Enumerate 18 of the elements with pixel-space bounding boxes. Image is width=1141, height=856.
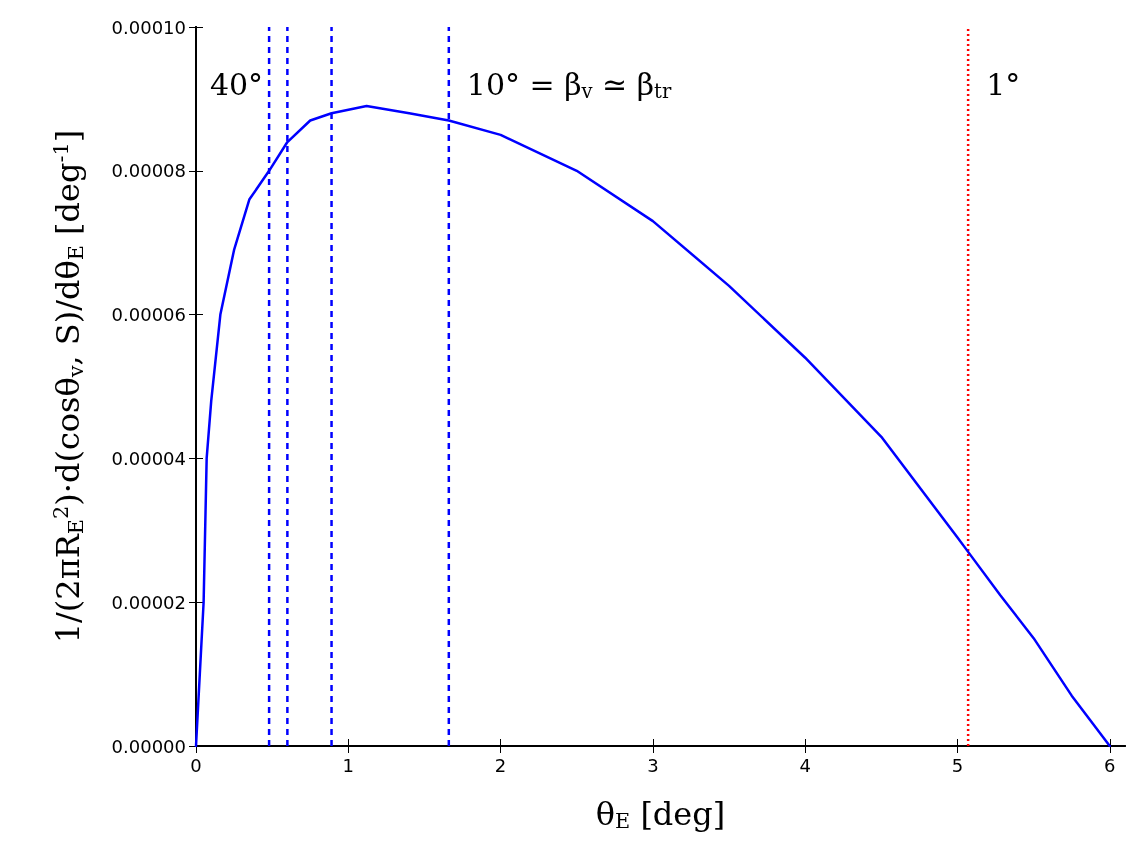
x-axis-title: θE [deg] [595, 794, 726, 833]
y-tick-label: 0.00006 [111, 304, 186, 326]
x-tick-label: 3 [647, 754, 659, 776]
text: 1/(2πRE2)·d(cosθv, S)/dθE [deg-1] [49, 129, 88, 644]
x-tick-label: 2 [494, 754, 507, 776]
annotation: 10° = βv ≃ βtr [466, 67, 672, 103]
y-tick-label: 0.00008 [111, 160, 186, 182]
y-tick-label: 0.00002 [111, 591, 186, 613]
y-tick-label: 0.00010 [111, 16, 186, 38]
y-tick-label: 0.00000 [111, 735, 186, 757]
x-tick-label: 4 [799, 754, 811, 776]
annotation: 40° [209, 67, 264, 103]
y-tick-label: 0.00004 [111, 447, 186, 469]
x-tick-label: 5 [951, 754, 964, 776]
x-tick-label: 6 [1104, 754, 1116, 776]
x-tick-label: 1 [342, 754, 355, 776]
annotation: 1° [986, 67, 1021, 103]
x-tick-label: 0 [190, 754, 202, 776]
